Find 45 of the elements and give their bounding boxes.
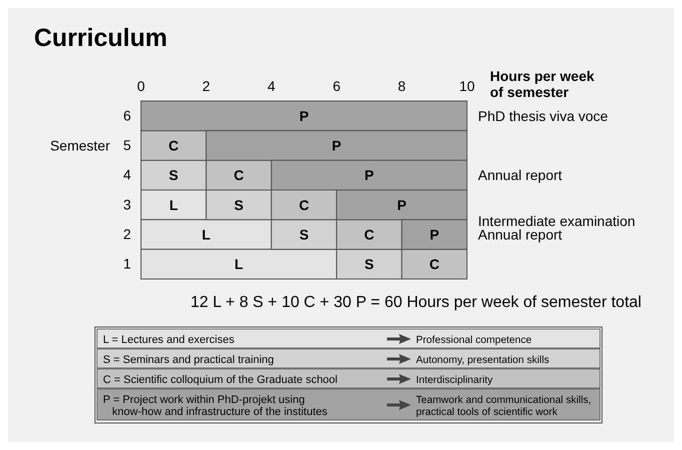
text: Interdisciplinarity bbox=[416, 375, 494, 386]
text: Autonomy, presentation skills bbox=[416, 355, 550, 366]
series-label: S bbox=[168, 167, 178, 184]
x-tick-label: 10 bbox=[459, 78, 475, 94]
text: L bbox=[202, 226, 210, 242]
y-tick-label: 4 bbox=[123, 166, 132, 183]
x-tick-label: 2 bbox=[202, 78, 210, 94]
text: PhD thesis viva voce bbox=[478, 108, 608, 124]
chart-title: Curriculum bbox=[34, 24, 168, 52]
y-tick-label: 3 bbox=[123, 196, 132, 212]
text: Annual report bbox=[478, 226, 562, 242]
text: C bbox=[364, 226, 374, 242]
text: L bbox=[234, 256, 244, 272]
series-label: P bbox=[364, 167, 374, 184]
y-tick-label: 2 bbox=[123, 226, 132, 242]
text: S = Seminars and practical training bbox=[103, 354, 274, 366]
text: Intermediate examination bbox=[478, 212, 636, 229]
text: L = Lectures and exercises bbox=[103, 334, 235, 346]
text: S bbox=[364, 256, 374, 272]
text: P bbox=[397, 196, 406, 213]
x-tick-label: 6 bbox=[332, 78, 341, 94]
text: C bbox=[429, 256, 440, 272]
x-tick-label: 4 bbox=[268, 78, 276, 94]
x-tick-label: 0 bbox=[137, 78, 146, 94]
text: Annual report bbox=[478, 167, 562, 184]
text: C bbox=[298, 196, 310, 213]
text: P bbox=[332, 138, 342, 154]
series-label: C bbox=[234, 167, 244, 184]
text: P bbox=[299, 108, 309, 124]
y-tick-label: 5 bbox=[123, 136, 132, 153]
text: 12 L + 8 S + 10 C + 30 P = 60 Hours per week of semester total bbox=[190, 294, 642, 311]
text: S bbox=[299, 226, 309, 242]
text: S bbox=[234, 196, 244, 213]
series-label: L bbox=[169, 196, 178, 213]
text: C bbox=[168, 138, 179, 154]
y-tick-label: 1 bbox=[123, 256, 132, 272]
text: P bbox=[430, 226, 440, 242]
x-tick-label: 8 bbox=[398, 78, 406, 94]
x-axis-title: Hours per week of semester bbox=[490, 68, 594, 100]
text: C = Scientific colloquium of the Graduate school bbox=[103, 374, 338, 386]
y-tick-label: 6 bbox=[123, 107, 132, 124]
text: Professional competence bbox=[416, 335, 532, 346]
y-axis-title: Semester bbox=[50, 138, 110, 154]
text: P = Project work within PhD-projekt using know-how and infrastructure of the institutes bbox=[103, 394, 328, 418]
text: Teamwork and communicational skills, practical tools of scientific work bbox=[416, 395, 592, 418]
